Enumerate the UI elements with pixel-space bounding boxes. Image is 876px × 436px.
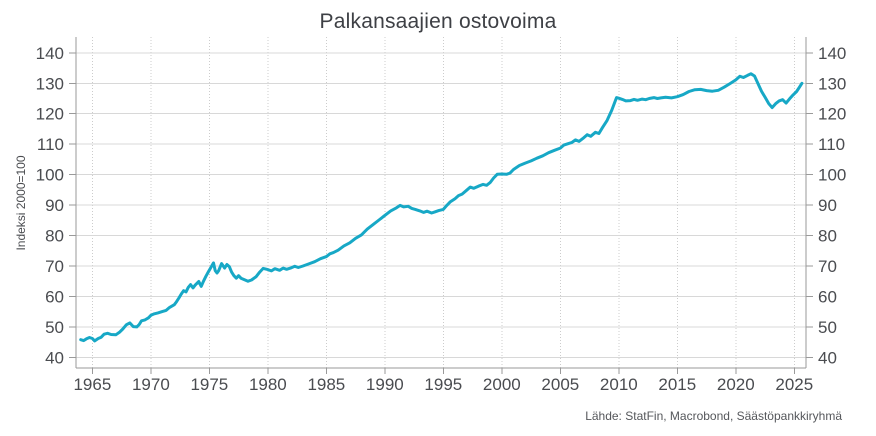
y-tick-label-right: 60 xyxy=(818,287,837,306)
x-tick-label: 1970 xyxy=(132,375,170,394)
y-tick-label-left: 130 xyxy=(36,74,64,93)
y-tick-label-left: 60 xyxy=(45,287,64,306)
y-tick-label-left: 100 xyxy=(36,166,64,185)
y-tick-label-right: 90 xyxy=(818,196,837,215)
y-tick-label-right: 130 xyxy=(818,74,846,93)
y-tick-label-left: 120 xyxy=(36,105,64,124)
x-tick-label: 2000 xyxy=(483,375,521,394)
x-tick-label: 1995 xyxy=(424,375,462,394)
axes xyxy=(69,37,813,374)
x-tick-label: 2010 xyxy=(600,375,638,394)
x-tick-label: 2025 xyxy=(775,375,813,394)
data-line xyxy=(79,72,804,343)
y-tick-label-right: 140 xyxy=(818,44,846,63)
y-tick-label-left: 90 xyxy=(45,196,64,215)
y-tick-labels-right: 40 50 60 70 80 90 100 110 120 130 140 xyxy=(818,44,846,368)
y-tick-label-right: 80 xyxy=(818,227,837,246)
x-tick-label: 2020 xyxy=(717,375,755,394)
x-tick-label: 2015 xyxy=(658,375,696,394)
y-tick-label-right: 40 xyxy=(818,348,837,367)
y-tick-label-left: 70 xyxy=(45,257,64,276)
y-tick-label-left: 140 xyxy=(36,44,64,63)
y-tick-label-left: 110 xyxy=(37,135,64,154)
x-gridlines xyxy=(91,37,795,368)
source-note: Lähde: StatFin, Macrobond, Säästöpankkir… xyxy=(585,409,842,423)
x-tick-label: 1985 xyxy=(307,375,345,394)
chart-title: Palkansaajien ostovoima xyxy=(319,10,557,33)
x-tick-label: 2005 xyxy=(541,375,579,394)
x-tick-label: 1965 xyxy=(73,375,111,394)
y-gridlines xyxy=(76,52,806,358)
y-tick-label-right: 100 xyxy=(818,166,846,185)
y-tick-labels-left: 40 50 60 70 80 90 100 110 120 130 140 xyxy=(36,44,64,368)
y-tick-label-right: 120 xyxy=(818,105,846,124)
y-tick-label-left: 50 xyxy=(45,318,64,337)
y-tick-label-right: 70 xyxy=(818,257,837,276)
x-tick-label: 1975 xyxy=(190,375,228,394)
x-tick-labels: 1965 1970 1975 1980 1985 1990 1995 2000 2005 2010… xyxy=(73,375,813,394)
y-tick-label-right: 110 xyxy=(818,135,845,154)
y-tick-label-right: 50 xyxy=(818,318,837,337)
y-tick-label-left: 40 xyxy=(45,348,64,367)
x-tick-label: 1990 xyxy=(366,375,404,394)
y-tick-label-left: 80 xyxy=(45,227,64,246)
x-tick-label: 1980 xyxy=(249,375,287,394)
